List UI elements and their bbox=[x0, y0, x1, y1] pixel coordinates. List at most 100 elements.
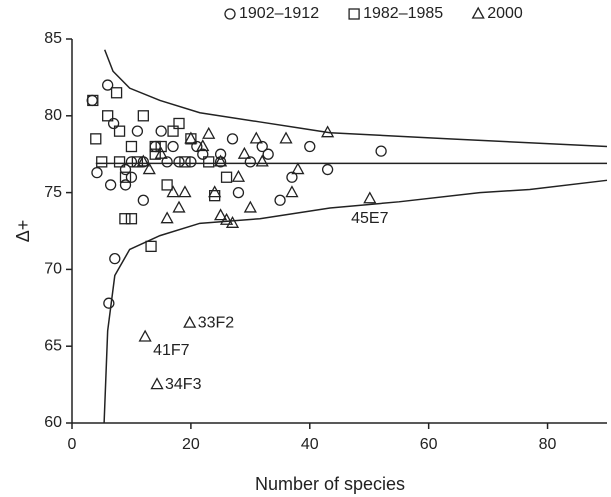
point bbox=[279, 131, 293, 144]
point bbox=[196, 139, 210, 152]
legend-marker bbox=[348, 8, 360, 20]
legend-marker bbox=[224, 8, 236, 20]
point bbox=[125, 140, 138, 153]
point bbox=[167, 125, 179, 137]
point bbox=[214, 148, 227, 160]
point bbox=[125, 156, 138, 168]
point bbox=[197, 148, 209, 160]
point bbox=[149, 140, 161, 153]
legend-label: 1982–1985 bbox=[363, 5, 443, 22]
point bbox=[119, 163, 132, 176]
legend-marker bbox=[471, 6, 485, 19]
annotation: 33F2 bbox=[198, 314, 235, 331]
point bbox=[125, 213, 138, 225]
y-tick-label: 75 bbox=[44, 184, 62, 201]
point bbox=[161, 156, 173, 168]
point bbox=[136, 154, 150, 167]
x-axis-label: Number of species bbox=[255, 474, 405, 494]
point bbox=[219, 212, 234, 225]
point bbox=[154, 146, 168, 159]
point bbox=[103, 297, 115, 309]
point bbox=[244, 156, 256, 168]
point bbox=[145, 240, 157, 253]
point bbox=[131, 125, 144, 137]
point bbox=[155, 125, 167, 137]
point bbox=[102, 110, 114, 122]
point bbox=[166, 185, 180, 198]
point bbox=[96, 156, 108, 168]
y-tick-label: 70 bbox=[44, 261, 62, 278]
annotation: 41F7 bbox=[153, 342, 190, 359]
point bbox=[262, 148, 274, 160]
point bbox=[150, 377, 164, 390]
point bbox=[191, 140, 203, 153]
point bbox=[220, 171, 233, 183]
point bbox=[172, 200, 186, 213]
x-tick-label: 80 bbox=[539, 436, 557, 453]
point bbox=[87, 94, 99, 107]
point bbox=[184, 131, 198, 144]
point bbox=[86, 94, 98, 107]
point bbox=[321, 125, 335, 138]
point bbox=[237, 146, 251, 159]
y-tick-label: 65 bbox=[44, 337, 62, 354]
point bbox=[208, 185, 222, 198]
x-tick-label: 60 bbox=[420, 436, 438, 453]
point bbox=[225, 215, 240, 228]
point bbox=[107, 117, 120, 130]
point bbox=[102, 79, 114, 91]
point bbox=[304, 140, 316, 153]
point bbox=[321, 163, 334, 176]
point bbox=[185, 156, 197, 168]
point bbox=[119, 171, 132, 183]
point bbox=[90, 133, 102, 145]
point bbox=[375, 145, 387, 157]
x-tick-label: 40 bbox=[301, 436, 319, 453]
point bbox=[183, 315, 197, 328]
point bbox=[167, 140, 179, 153]
y-tick-label: 60 bbox=[44, 414, 62, 431]
point bbox=[125, 171, 138, 183]
annotation: 34F3 bbox=[165, 376, 202, 393]
point bbox=[137, 110, 149, 122]
point bbox=[109, 252, 121, 265]
point bbox=[113, 125, 126, 137]
point bbox=[214, 208, 228, 221]
point bbox=[178, 185, 192, 198]
point bbox=[149, 148, 161, 160]
point bbox=[113, 156, 126, 168]
point bbox=[142, 162, 156, 175]
point bbox=[286, 171, 298, 183]
point bbox=[173, 117, 185, 130]
point bbox=[119, 179, 132, 191]
point bbox=[138, 329, 152, 342]
y-tick-label: 80 bbox=[44, 107, 62, 124]
point bbox=[155, 140, 167, 153]
point bbox=[91, 166, 103, 179]
point bbox=[214, 154, 228, 167]
point bbox=[226, 133, 239, 145]
point bbox=[249, 131, 263, 144]
point bbox=[243, 200, 257, 213]
point bbox=[202, 126, 216, 139]
x-tick-label: 0 bbox=[68, 436, 77, 453]
point bbox=[274, 194, 286, 206]
point bbox=[110, 87, 123, 99]
point bbox=[285, 185, 299, 198]
point bbox=[255, 154, 269, 167]
annotation: 45E7 bbox=[351, 210, 388, 227]
point bbox=[179, 156, 191, 168]
point bbox=[256, 140, 268, 153]
point bbox=[119, 213, 131, 225]
point bbox=[161, 179, 173, 191]
point bbox=[160, 211, 174, 224]
point bbox=[104, 179, 117, 191]
funnel-line bbox=[103, 49, 608, 148]
point bbox=[291, 162, 305, 175]
legend-label: 2000 bbox=[487, 5, 523, 22]
point bbox=[173, 156, 185, 168]
point bbox=[363, 191, 377, 204]
point bbox=[231, 169, 246, 182]
x-tick-label: 20 bbox=[182, 436, 200, 453]
